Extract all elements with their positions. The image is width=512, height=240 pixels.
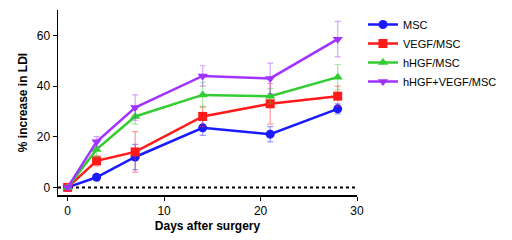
svg-text:10: 10 <box>157 204 171 218</box>
svg-text:40: 40 <box>37 79 51 93</box>
svg-text:20: 20 <box>37 130 51 144</box>
svg-text:hHGF+VEGF/MSC: hHGF+VEGF/MSC <box>403 76 496 88</box>
svg-text:hHGF/MSC: hHGF/MSC <box>403 57 460 69</box>
svg-text:0: 0 <box>64 204 71 218</box>
svg-text:VEGF/MSC: VEGF/MSC <box>403 38 461 50</box>
svg-text:Days after surgery: Days after surgery <box>155 219 261 233</box>
svg-text:% increase in LDI: % increase in LDI <box>16 53 30 152</box>
svg-text:30: 30 <box>350 204 364 218</box>
svg-text:20: 20 <box>254 204 268 218</box>
svg-text:MSC: MSC <box>403 19 428 31</box>
svg-text:0: 0 <box>43 181 50 195</box>
svg-text:60: 60 <box>37 29 51 43</box>
